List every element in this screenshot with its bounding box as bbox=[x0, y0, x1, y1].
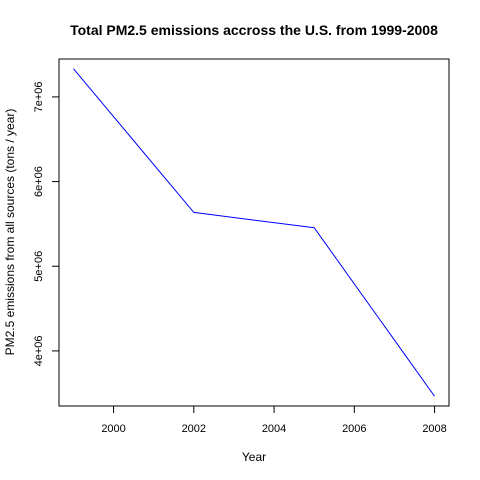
x-tick-label: 2004 bbox=[262, 423, 286, 435]
plot-frame bbox=[58, 58, 450, 407]
y-tick-label: 4e+06 bbox=[33, 335, 45, 366]
y-tick-label: 6e+06 bbox=[33, 166, 45, 197]
x-axis: 2000 2002 2004 2006 2008 bbox=[101, 406, 447, 435]
x-tick-label: 2000 bbox=[101, 423, 125, 435]
chart-title: Total PM2.5 emissions accross the U.S. f… bbox=[70, 22, 438, 38]
x-tick-label: 2006 bbox=[342, 423, 366, 435]
series-line bbox=[73, 68, 435, 397]
y-tick-label: 5e+06 bbox=[33, 251, 45, 282]
y-axis: 4e+06 5e+06 6e+06 7e+06 bbox=[33, 81, 59, 366]
x-tick-label: 2008 bbox=[422, 423, 446, 435]
y-tick-label: 7e+06 bbox=[33, 81, 45, 112]
x-axis-label: Year bbox=[242, 450, 266, 464]
x-tick-label: 2002 bbox=[182, 423, 206, 435]
series-layer bbox=[73, 68, 435, 397]
y-axis-label: PM2.5 emissions from all sources (tons /… bbox=[3, 109, 17, 356]
